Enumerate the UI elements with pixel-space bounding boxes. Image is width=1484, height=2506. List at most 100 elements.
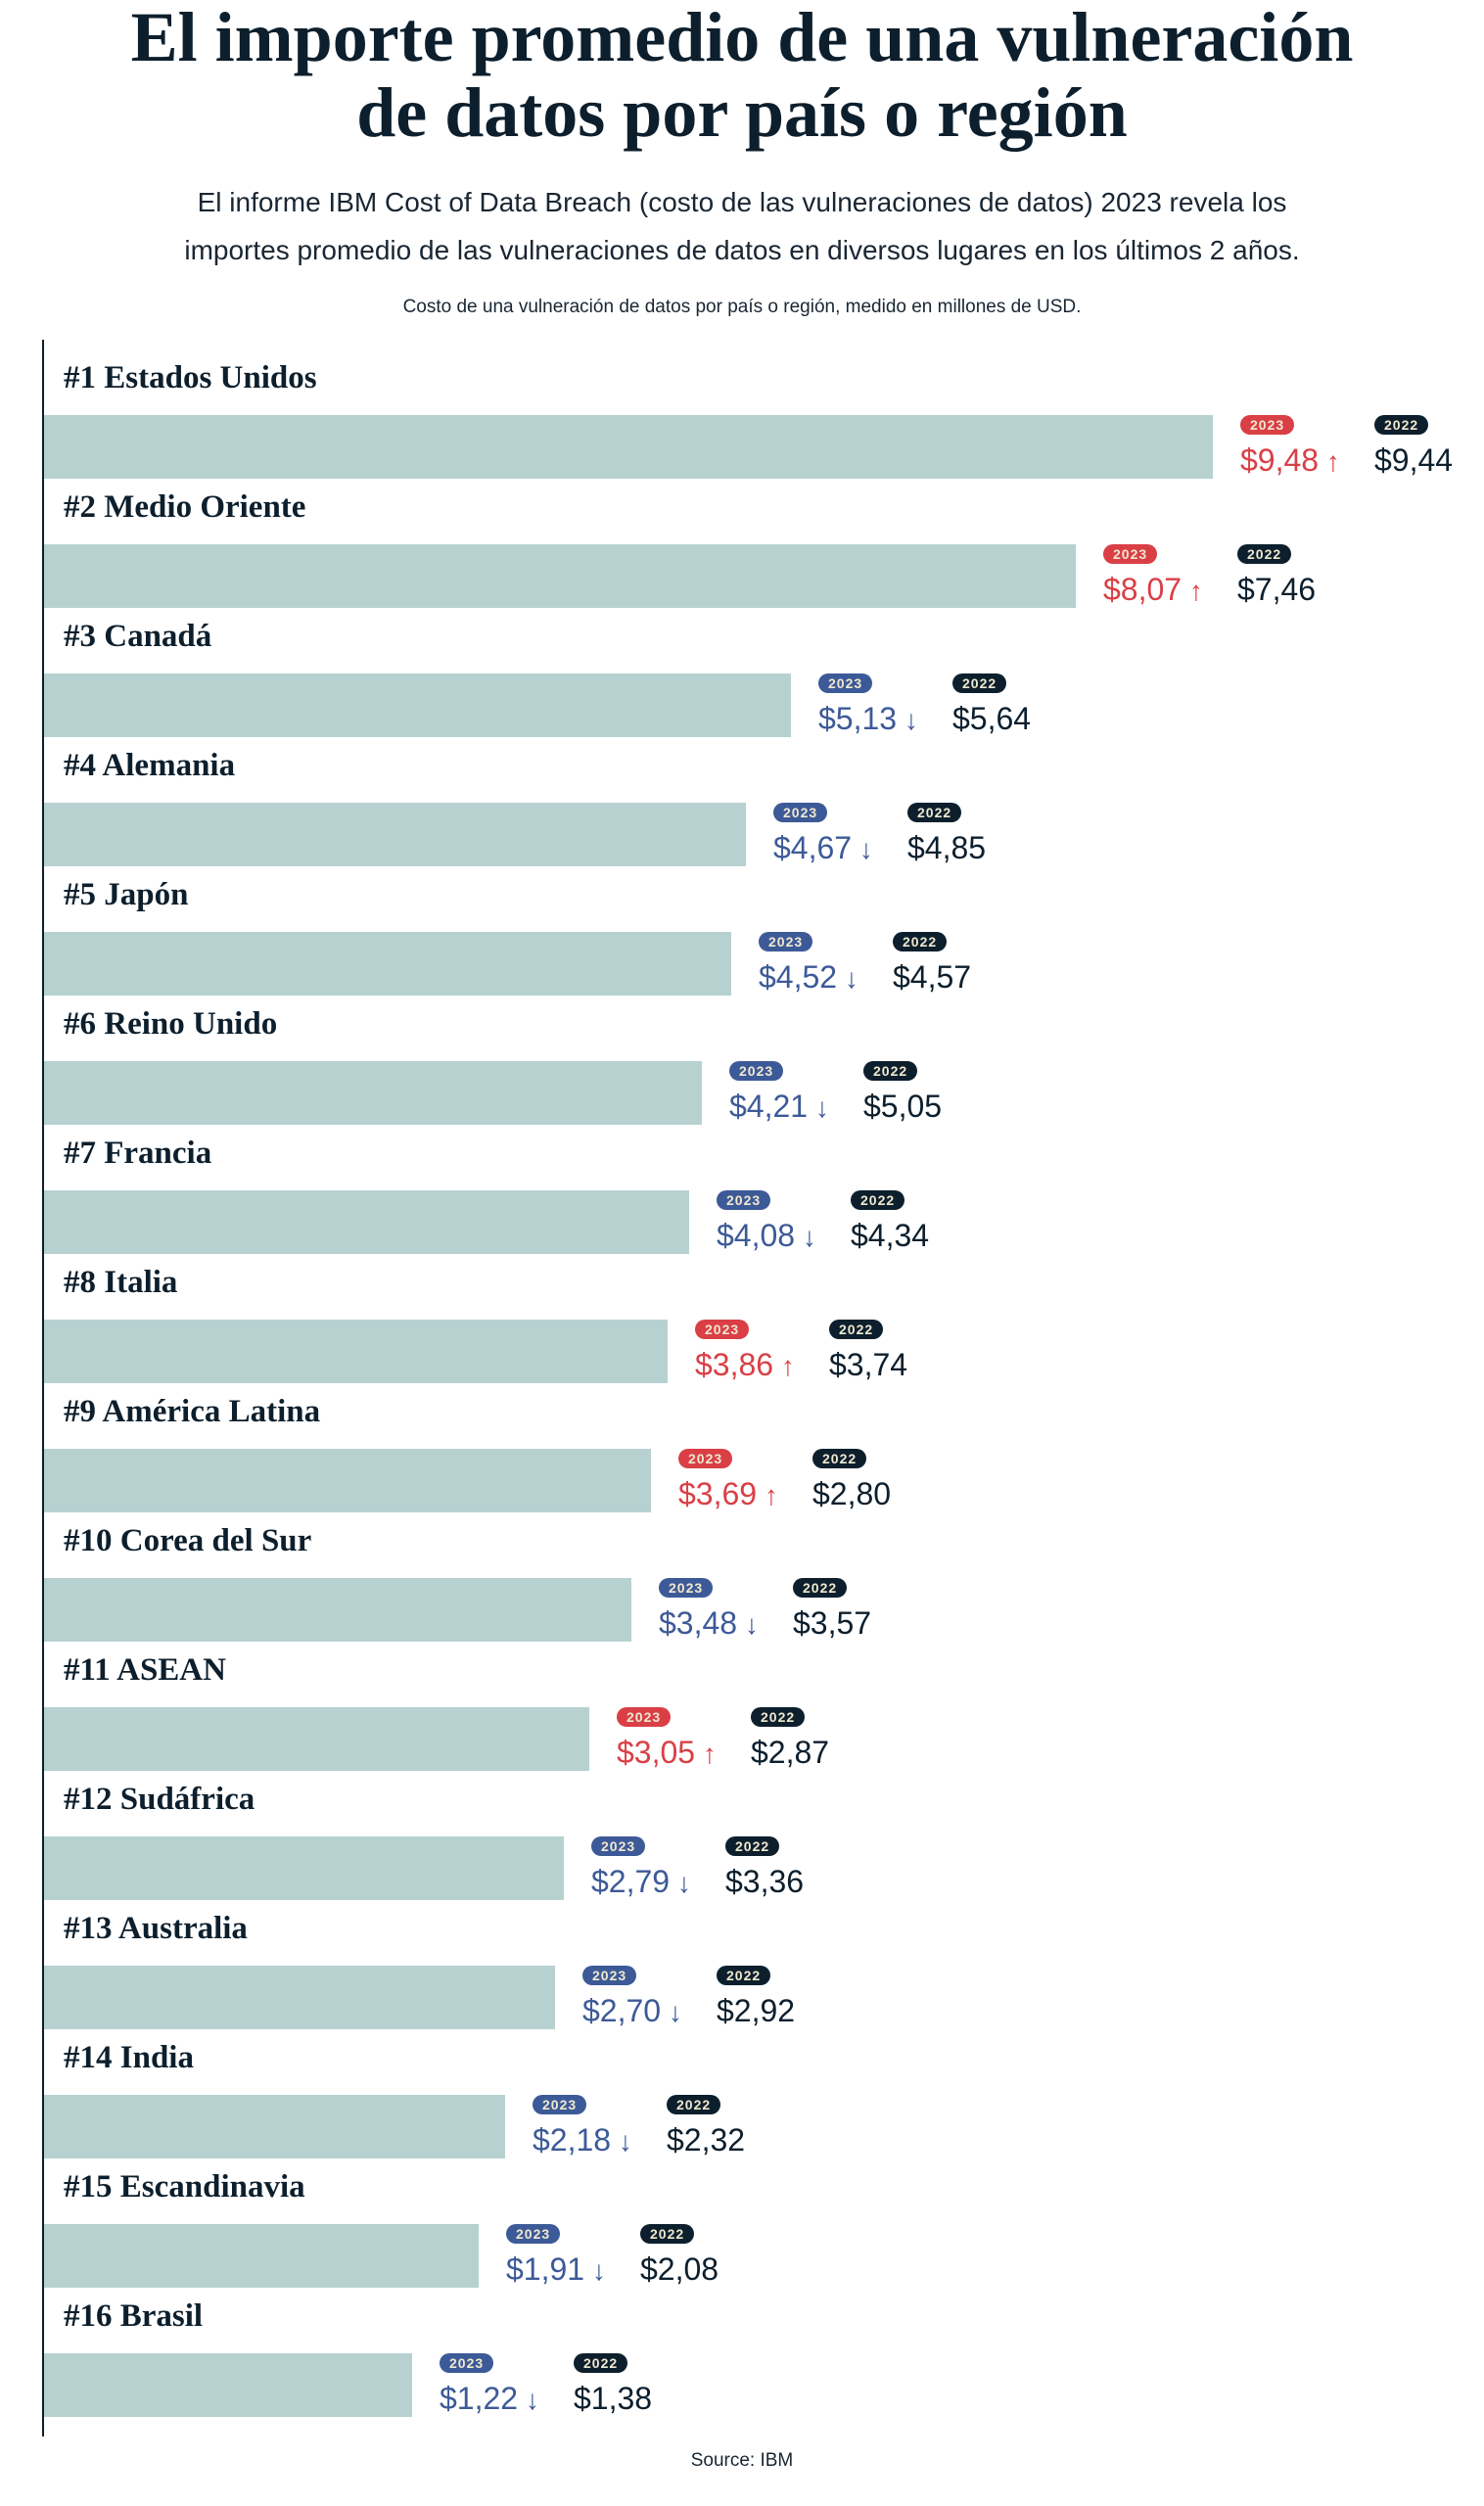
badge-2023: 2023: [591, 1836, 646, 1856]
value-2022: $2,92: [717, 1993, 796, 2028]
value-2023: $3,48 ↓: [659, 1605, 759, 1641]
badge-2022: 2022: [640, 2224, 695, 2244]
bar-2023: [44, 673, 791, 737]
value-2022: $2,32: [667, 2122, 746, 2158]
badge-2022: 2022: [667, 2095, 721, 2114]
value-2022: $4,34: [851, 1218, 930, 1253]
value-2022: $3,57: [793, 1605, 872, 1641]
value-2023: $4,52 ↓: [759, 959, 858, 995]
arrow-down-icon: ↓: [611, 2126, 632, 2157]
value-2023: $2,18 ↓: [533, 2122, 632, 2158]
badge-2023: 2023: [440, 2353, 494, 2373]
value-2023: $9,48 ↑: [1240, 442, 1340, 478]
value-2023: $4,21 ↓: [729, 1089, 829, 1124]
badge-2023: 2023: [818, 673, 873, 693]
bar-2023: [44, 1061, 702, 1125]
category-label: #6 Reino Unido: [64, 1006, 278, 1042]
category-label: #1 Estados Unidos: [64, 360, 317, 395]
category-label: #4 Alemania: [64, 748, 236, 783]
arrow-up-icon: ↑: [695, 1739, 717, 1769]
category-label: #7 Francia: [64, 1136, 212, 1171]
bar-2023: [44, 1836, 564, 1900]
badge-2023: 2023: [678, 1449, 733, 1468]
badge-2022: 2022: [812, 1449, 867, 1468]
bar-2023: [44, 1966, 555, 2029]
title-line: de datos por país o región: [356, 73, 1128, 152]
category-label: #16 Brasil: [64, 2298, 204, 2334]
badge-2023: 2023: [506, 2224, 561, 2244]
value-2022: $5,64: [952, 701, 1032, 736]
badge-2023: 2023: [659, 1578, 714, 1598]
subtitle-line: El informe IBM Cost of Data Breach (cost…: [197, 187, 1287, 217]
subtitle: El informe IBM Cost of Data Breach (cost…: [0, 178, 1484, 274]
badge-2022: 2022: [851, 1190, 905, 1210]
category-label: #15 Escandinavia: [64, 2169, 305, 2204]
arrow-up-icon: ↑: [1182, 576, 1203, 606]
badge-2023: 2023: [695, 1320, 750, 1339]
badge-2022: 2022: [793, 1578, 848, 1598]
y-axis-line: [42, 340, 44, 2436]
badge-2022: 2022: [751, 1707, 806, 1727]
value-2023: $1,91 ↓: [506, 2251, 606, 2287]
bar-2023: [44, 803, 746, 866]
category-label: #5 Japón: [64, 877, 189, 912]
arrow-down-icon: ↓: [584, 2255, 606, 2286]
badge-2023: 2023: [617, 1707, 672, 1727]
bar-2023: [44, 932, 731, 996]
badge-2023: 2023: [759, 932, 813, 951]
arrow-down-icon: ↓: [795, 1222, 816, 1252]
value-2023: $1,22 ↓: [440, 2381, 539, 2416]
bar-2023: [44, 2095, 505, 2158]
value-2022: $1,38: [574, 2381, 653, 2416]
bar-2023: [44, 1449, 651, 1512]
value-2023: $2,70 ↓: [582, 1993, 682, 2028]
badge-2023: 2023: [717, 1190, 771, 1210]
value-2023: $4,67 ↓: [773, 830, 873, 865]
badge-2022: 2022: [1374, 415, 1429, 435]
value-2022: $4,57: [893, 959, 972, 995]
bar-2023: [44, 544, 1076, 608]
category-label: #11 ASEAN: [64, 1652, 226, 1688]
value-2022: $2,08: [640, 2251, 719, 2287]
badge-2022: 2022: [725, 1836, 780, 1856]
arrow-up-icon: ↑: [1319, 446, 1340, 477]
value-2022: $9,44: [1374, 442, 1454, 478]
bar-2023: [44, 1707, 589, 1771]
category-label: #14 India: [64, 2040, 194, 2075]
badge-2023: 2023: [729, 1061, 784, 1081]
bar-2023: [44, 1320, 668, 1383]
arrow-down-icon: ↓: [737, 1609, 759, 1640]
category-label: #13 Australia: [64, 1911, 248, 1946]
value-2022: $7,46: [1237, 572, 1317, 607]
value-2022: $3,74: [829, 1347, 908, 1382]
category-label: #12 Sudáfrica: [64, 1782, 255, 1817]
arrow-down-icon: ↓: [661, 1997, 682, 2027]
badge-2022: 2022: [829, 1320, 884, 1339]
arrow-down-icon: ↓: [852, 834, 873, 864]
value-2023: $3,05 ↑: [617, 1735, 717, 1770]
value-2023: $3,86 ↑: [695, 1347, 795, 1382]
badge-2022: 2022: [863, 1061, 918, 1081]
arrow-down-icon: ↓: [837, 963, 858, 994]
bar-2023: [44, 415, 1213, 479]
category-label: #9 América Latina: [64, 1394, 321, 1429]
badge-2023: 2023: [1240, 415, 1295, 435]
category-label: #3 Canadá: [64, 619, 212, 654]
bar-2023: [44, 2224, 479, 2288]
value-2023: $2,79 ↓: [591, 1864, 691, 1899]
badge-2022: 2022: [952, 673, 1007, 693]
arrow-up-icon: ↑: [757, 1480, 778, 1510]
bar-2023: [44, 1190, 689, 1254]
value-2022: $2,87: [751, 1735, 830, 1770]
subtitle-line: importes promedio de las vulneraciones d…: [184, 235, 1300, 265]
value-2022: $2,80: [812, 1476, 892, 1511]
category-label: #2 Medio Oriente: [64, 489, 306, 525]
badge-2022: 2022: [907, 803, 962, 822]
title-line: El importe promedio de una vulneración: [130, 0, 1354, 76]
arrow-up-icon: ↑: [773, 1351, 795, 1381]
value-2023: $5,13 ↓: [818, 701, 918, 736]
badge-2023: 2023: [533, 2095, 587, 2114]
arrow-down-icon: ↓: [670, 1868, 691, 1898]
bar-2023: [44, 1578, 631, 1642]
badge-2022: 2022: [893, 932, 948, 951]
